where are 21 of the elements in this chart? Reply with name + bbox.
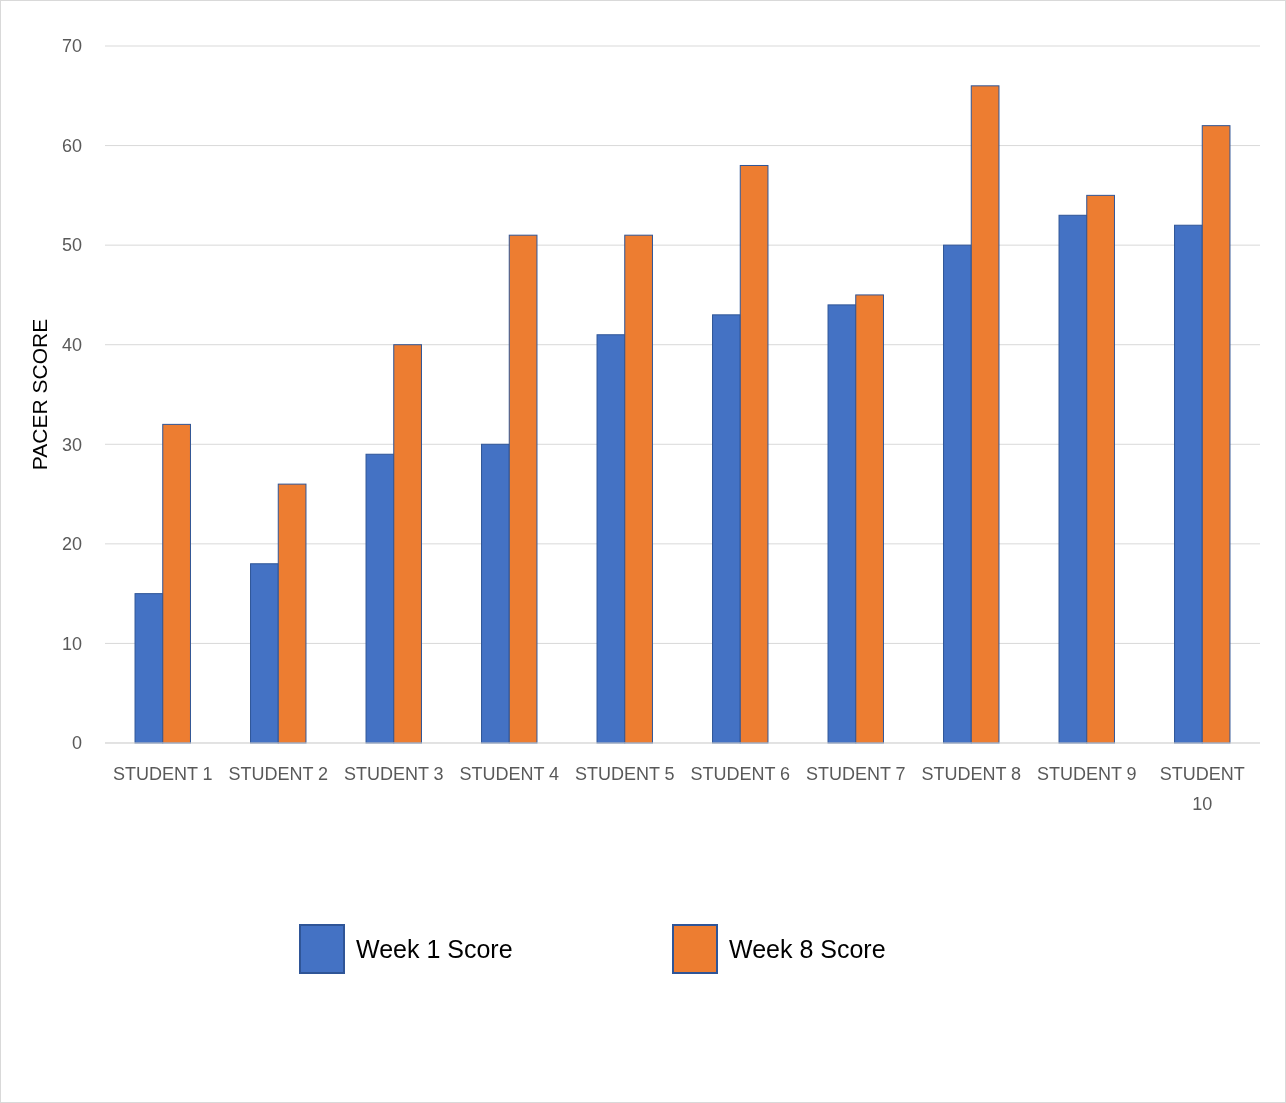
- y-tick-label: 20: [61, 534, 82, 555]
- x-tick-label: STUDENT 7: [805, 764, 906, 784]
- y-axis-title: PACER SCORE: [28, 318, 51, 471]
- x-tick-label: STUDENT 10: [1159, 764, 1245, 814]
- x-tick-label: STUDENT 4: [459, 764, 560, 784]
- y-tick-label: 60: [61, 135, 82, 156]
- legend-label: Week 8 Score: [729, 934, 886, 963]
- x-tick-label: STUDENT 9: [1036, 764, 1137, 784]
- x-tick-label: STUDENT 3: [343, 764, 444, 784]
- x-tick-label: STUDENT 2: [228, 764, 329, 784]
- y-tick-label: 30: [61, 434, 82, 455]
- x-tick-label: STUDENT 5: [574, 764, 675, 784]
- y-tick-label: 10: [61, 633, 82, 654]
- x-tick-label: STUDENT 1: [112, 764, 213, 784]
- y-tick-label: 40: [61, 335, 82, 356]
- y-tick-label: 70: [61, 36, 82, 57]
- y-tick-label: 50: [61, 235, 82, 256]
- x-tick-label: STUDENT 8: [921, 764, 1022, 784]
- legend-label: Week 1 Score: [356, 934, 513, 963]
- x-tick-label: STUDENT 6: [690, 764, 791, 784]
- y-tick-label: 0: [71, 733, 82, 754]
